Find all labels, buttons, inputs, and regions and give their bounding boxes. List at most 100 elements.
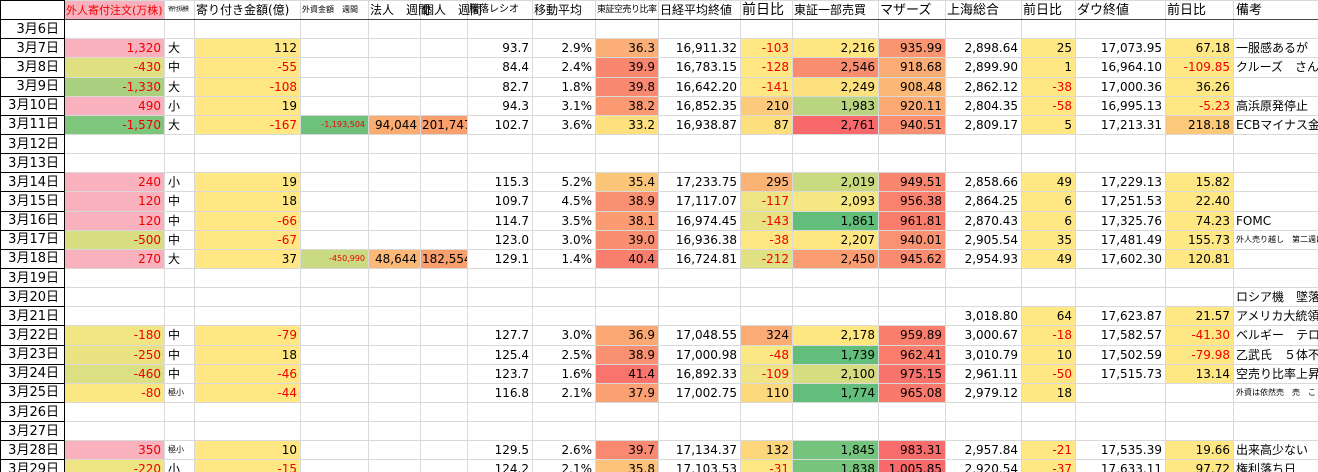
cell-foreign_week[interactable] <box>300 363 369 384</box>
cell-nikkei[interactable] <box>658 19 741 40</box>
cell-tse_value[interactable] <box>792 267 879 289</box>
cell-corp_week[interactable]: 94,044 <box>368 114 421 135</box>
header-tse_value[interactable]: 東証一部売買 <box>792 0 879 21</box>
header-mothers[interactable]: マザーズ <box>878 0 946 21</box>
cell-dow[interactable]: 17,481.49 <box>1075 229 1166 250</box>
cell-open_amt[interactable] <box>194 287 301 308</box>
cell-dow[interactable] <box>1075 153 1166 174</box>
cell-ratio[interactable]: 115.3 <box>467 172 533 193</box>
header-foreign_week[interactable]: 外資金額 週間 <box>300 0 369 21</box>
cell-scale[interactable]: 極小 <box>164 382 195 403</box>
cell-order[interactable]: -80 <box>64 382 165 403</box>
cell-foreign_week[interactable] <box>300 172 369 193</box>
cell-note[interactable]: 外人売り越し 第二週はプラ <box>1233 229 1318 250</box>
cell-nikkei[interactable]: 16,892.33 <box>658 363 741 384</box>
header-indiv_week[interactable]: 個人 週間 <box>420 0 482 21</box>
cell-open_amt[interactable]: 112 <box>194 38 301 59</box>
cell-scale[interactable]: 小 <box>164 172 195 193</box>
cell-order[interactable]: -250 <box>64 344 165 365</box>
cell-open_amt[interactable]: 18 <box>194 191 301 212</box>
cell-dow_chg[interactable]: 155.73 <box>1165 229 1234 250</box>
cell-open_amt[interactable]: 19 <box>194 95 301 116</box>
cell-tse_value[interactable] <box>792 133 879 155</box>
cell-shanghai[interactable] <box>945 287 1022 308</box>
cell-nikkei[interactable]: 17,134.37 <box>658 440 741 461</box>
cell-note[interactable]: FOMC <box>1233 210 1318 231</box>
cell-ratio[interactable] <box>467 287 533 308</box>
date-cell[interactable]: 3月15日 <box>0 191 65 212</box>
cell-indiv_week[interactable] <box>420 382 468 403</box>
date-cell[interactable]: 3月25日 <box>0 382 65 403</box>
cell-dow_chg[interactable] <box>1165 401 1234 423</box>
date-cell[interactable]: 3月22日 <box>0 325 65 346</box>
cell-shanghai_chg[interactable]: 49 <box>1021 172 1076 193</box>
cell-corp_week[interactable] <box>368 325 421 346</box>
cell-nikkei[interactable]: 16,724.81 <box>658 248 741 269</box>
cell-short_ratio[interactable]: 38.2 <box>595 95 659 116</box>
cell-order[interactable]: 350 <box>64 440 165 461</box>
cell-ratio[interactable]: 93.7 <box>467 38 533 59</box>
cell-open_amt[interactable] <box>194 267 301 289</box>
cell-ma[interactable]: 1.4% <box>532 248 596 269</box>
cell-indiv_week[interactable] <box>420 267 468 289</box>
cell-mothers[interactable]: 956.38 <box>878 191 946 212</box>
cell-dow_chg[interactable]: 67.18 <box>1165 38 1234 59</box>
cell-indiv_week[interactable] <box>420 421 468 442</box>
cell-nikkei_chg[interactable] <box>740 421 793 442</box>
cell-dow_chg[interactable] <box>1165 382 1234 403</box>
cell-foreign_week[interactable] <box>300 440 369 461</box>
date-cell[interactable]: 3月13日 <box>0 153 65 174</box>
cell-nikkei[interactable] <box>658 287 741 308</box>
cell-scale[interactable]: 中 <box>164 363 195 384</box>
date-cell[interactable]: 3月19日 <box>0 267 65 289</box>
cell-dow[interactable]: 17,000.36 <box>1075 76 1166 97</box>
cell-corp_week[interactable]: 48,644 <box>368 248 421 269</box>
cell-short_ratio[interactable] <box>595 133 659 155</box>
cell-order[interactable]: 120 <box>64 210 165 231</box>
cell-shanghai_chg[interactable]: -38 <box>1021 76 1076 97</box>
cell-scale[interactable]: 極小 <box>164 440 195 461</box>
cell-tse_value[interactable] <box>792 421 879 442</box>
cell-ratio[interactable]: 116.8 <box>467 382 533 403</box>
cell-short_ratio[interactable]: 39.7 <box>595 440 659 461</box>
cell-ma[interactable]: 2.1% <box>532 382 596 403</box>
cell-tse_value[interactable] <box>792 19 879 40</box>
cell-note[interactable] <box>1233 267 1318 289</box>
cell-ma[interactable]: 4.5% <box>532 191 596 212</box>
cell-nikkei_chg[interactable]: -141 <box>740 76 793 97</box>
cell-tse_value[interactable]: 2,093 <box>792 191 879 212</box>
cell-corp_week[interactable] <box>368 267 421 289</box>
cell-order[interactable] <box>64 306 165 327</box>
cell-dow[interactable]: 17,515.73 <box>1075 363 1166 384</box>
cell-shanghai_chg[interactable]: 64 <box>1021 306 1076 327</box>
cell-foreign_week[interactable]: -1,193,504 <box>300 114 369 135</box>
cell-order[interactable] <box>64 421 165 442</box>
cell-tse_value[interactable]: 1,845 <box>792 440 879 461</box>
cell-shanghai[interactable]: 2,864.25 <box>945 191 1022 212</box>
cell-note[interactable]: ベルギー テロ <box>1233 325 1318 346</box>
cell-shanghai[interactable]: 2,858.66 <box>945 172 1022 193</box>
cell-order[interactable]: -180 <box>64 325 165 346</box>
cell-nikkei_chg[interactable]: 87 <box>740 114 793 135</box>
cell-foreign_week[interactable] <box>300 95 369 116</box>
cell-nikkei_chg[interactable]: 295 <box>740 172 793 193</box>
cell-dow[interactable] <box>1075 382 1166 403</box>
cell-note[interactable]: 空売り比率上昇 <box>1233 363 1318 384</box>
cell-ratio[interactable] <box>467 421 533 442</box>
cell-ratio[interactable]: 82.7 <box>467 76 533 97</box>
cell-foreign_week[interactable] <box>300 210 369 231</box>
cell-dow_chg[interactable]: 13.14 <box>1165 363 1234 384</box>
cell-tse_value[interactable] <box>792 401 879 423</box>
cell-nikkei[interactable]: 17,002.75 <box>658 382 741 403</box>
cell-foreign_week[interactable] <box>300 459 369 472</box>
cell-shanghai_chg[interactable]: 10 <box>1021 344 1076 365</box>
cell-shanghai[interactable]: 3,000.67 <box>945 325 1022 346</box>
cell-corp_week[interactable] <box>368 95 421 116</box>
cell-dow[interactable]: 16,964.10 <box>1075 57 1166 78</box>
cell-nikkei_chg[interactable] <box>740 306 793 327</box>
cell-mothers[interactable]: 940.01 <box>878 229 946 250</box>
cell-ma[interactable]: 3.6% <box>532 114 596 135</box>
cell-open_amt[interactable]: 10 <box>194 440 301 461</box>
cell-foreign_week[interactable] <box>300 38 369 59</box>
cell-shanghai[interactable]: 2,899.90 <box>945 57 1022 78</box>
